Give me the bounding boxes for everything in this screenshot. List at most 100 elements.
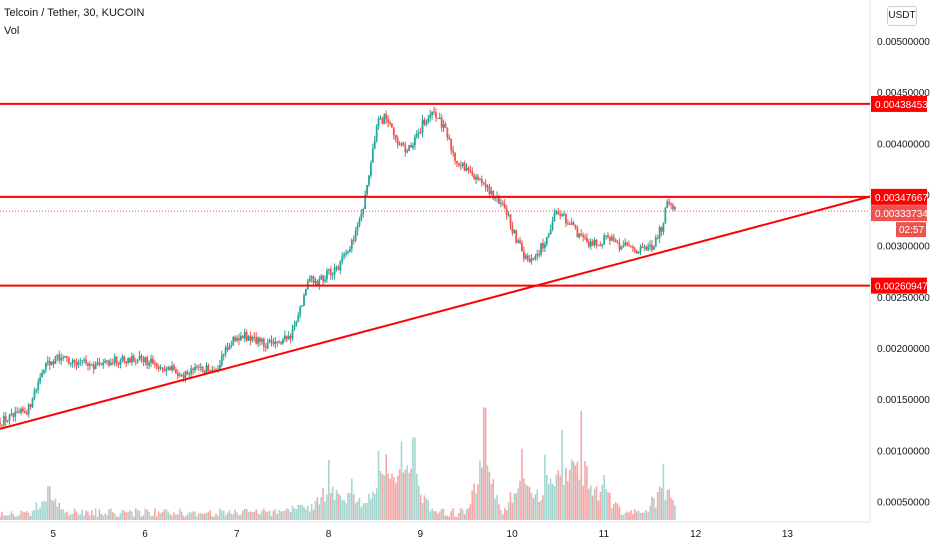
- candle-body: [134, 361, 137, 363]
- candle-body: [513, 230, 516, 234]
- volume-bar: [188, 511, 191, 520]
- volume-bar: [318, 504, 321, 520]
- volume-bar: [404, 469, 407, 520]
- volume-bar: [282, 511, 284, 520]
- candle-body: [480, 178, 483, 183]
- candle-body: [643, 246, 646, 248]
- trend-line[interactable]: [0, 195, 871, 430]
- level-price-label: 0.00347667: [871, 188, 928, 205]
- candle-body: [316, 281, 319, 286]
- candle-body: [178, 375, 181, 377]
- symbol-title[interactable]: Telcoin / Tether, 30, KUCOIN: [4, 7, 145, 19]
- currency-button[interactable]: USDT: [887, 6, 917, 26]
- countdown-bg: [896, 222, 926, 238]
- volume-bar: [435, 511, 437, 520]
- volume-bar: [192, 511, 194, 520]
- volume-bar: [515, 493, 518, 520]
- volume-bar: [238, 515, 240, 520]
- volume-bar: [331, 486, 334, 520]
- candle-body: [576, 228, 579, 238]
- volume-bar: [280, 511, 282, 520]
- volume-bar: [662, 463, 665, 520]
- candle-body: [125, 361, 128, 363]
- volume-bar: [563, 485, 565, 520]
- volume-bar: [496, 495, 498, 520]
- volume-bar: [48, 486, 51, 520]
- candle-body: [16, 411, 19, 413]
- candle-body: [253, 336, 256, 338]
- volume-bar: [626, 511, 628, 520]
- price-tick-label: 0.00150000: [877, 395, 930, 406]
- candle-body: [52, 361, 55, 364]
- candle-body: [549, 229, 552, 235]
- candle-body: [270, 340, 273, 342]
- volume-bar: [307, 505, 309, 520]
- candle-body: [104, 360, 107, 363]
- volume-bar: [224, 515, 227, 520]
- drawing-annotations: [0, 102, 871, 430]
- candle-body: [429, 114, 432, 118]
- volume-bar: [274, 509, 277, 520]
- candle-body: [551, 221, 554, 230]
- volume-bar: [305, 509, 307, 520]
- candle-body: [203, 371, 206, 374]
- volume-bar: [482, 407, 485, 520]
- volume-bar: [609, 492, 611, 520]
- volume-bar: [475, 493, 477, 520]
- candle-body: [153, 363, 156, 365]
- candle-body: [490, 190, 493, 195]
- volume-bar: [362, 503, 365, 520]
- volume-bar: [113, 513, 116, 520]
- volume-bar: [438, 511, 441, 520]
- volume-bar: [171, 515, 173, 520]
- volume-bar: [81, 509, 84, 520]
- candle-body: [565, 214, 567, 224]
- candle-body: [626, 242, 629, 245]
- volume-bar: [375, 488, 378, 520]
- volume-bar: [90, 510, 93, 520]
- candle-body: [182, 375, 185, 378]
- volume-bar: [144, 508, 147, 520]
- price-tick-label: 0.00300000: [877, 242, 930, 253]
- candle-body: [10, 413, 13, 415]
- volume-bar: [364, 503, 366, 520]
- volume-bar: [645, 510, 648, 520]
- volume-bar: [481, 467, 483, 520]
- volume-bar: [461, 509, 464, 520]
- volume-bar: [295, 509, 298, 520]
- time-tick-label: 11: [599, 529, 610, 540]
- volume-bar: [96, 516, 99, 520]
- volume-bar: [58, 502, 61, 520]
- candle-body: [25, 412, 28, 415]
- volume-bar: [509, 492, 512, 520]
- candle-body: [247, 336, 250, 341]
- price-axis-labels: 0.00438453 0.00347667 0.00260947 0.00333734…: [871, 95, 928, 294]
- candle-body: [291, 328, 294, 339]
- candle-body: [486, 186, 489, 188]
- candle-body: [285, 335, 288, 340]
- volume-bar: [22, 511, 24, 520]
- candle-body: [327, 269, 330, 271]
- volume-bar: [440, 508, 443, 520]
- volume-bar: [167, 511, 170, 520]
- volume-bar: [456, 516, 458, 520]
- candle-body: [106, 360, 108, 362]
- volume-bar: [264, 511, 267, 520]
- candle-body: [132, 356, 135, 362]
- volume-bar: [121, 509, 124, 520]
- volume-bar: [232, 514, 235, 520]
- volume-bar: [379, 471, 382, 520]
- volume-indicator-label[interactable]: Vol: [4, 25, 20, 37]
- level-price-label-bg: [871, 188, 927, 205]
- candle-body: [649, 244, 651, 247]
- volume-bar: [517, 488, 519, 520]
- volume-bar: [119, 512, 122, 520]
- volume-bar: [521, 448, 523, 520]
- volume-bar: [25, 511, 28, 520]
- candle-body: [572, 222, 575, 226]
- candle-body: [4, 416, 7, 422]
- volume-bar: [29, 515, 32, 520]
- candle-body: [612, 236, 615, 240]
